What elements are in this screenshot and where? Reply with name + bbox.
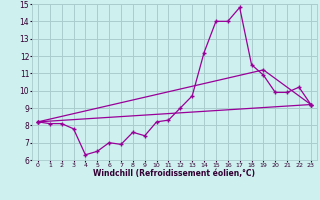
X-axis label: Windchill (Refroidissement éolien,°C): Windchill (Refroidissement éolien,°C) xyxy=(93,169,255,178)
